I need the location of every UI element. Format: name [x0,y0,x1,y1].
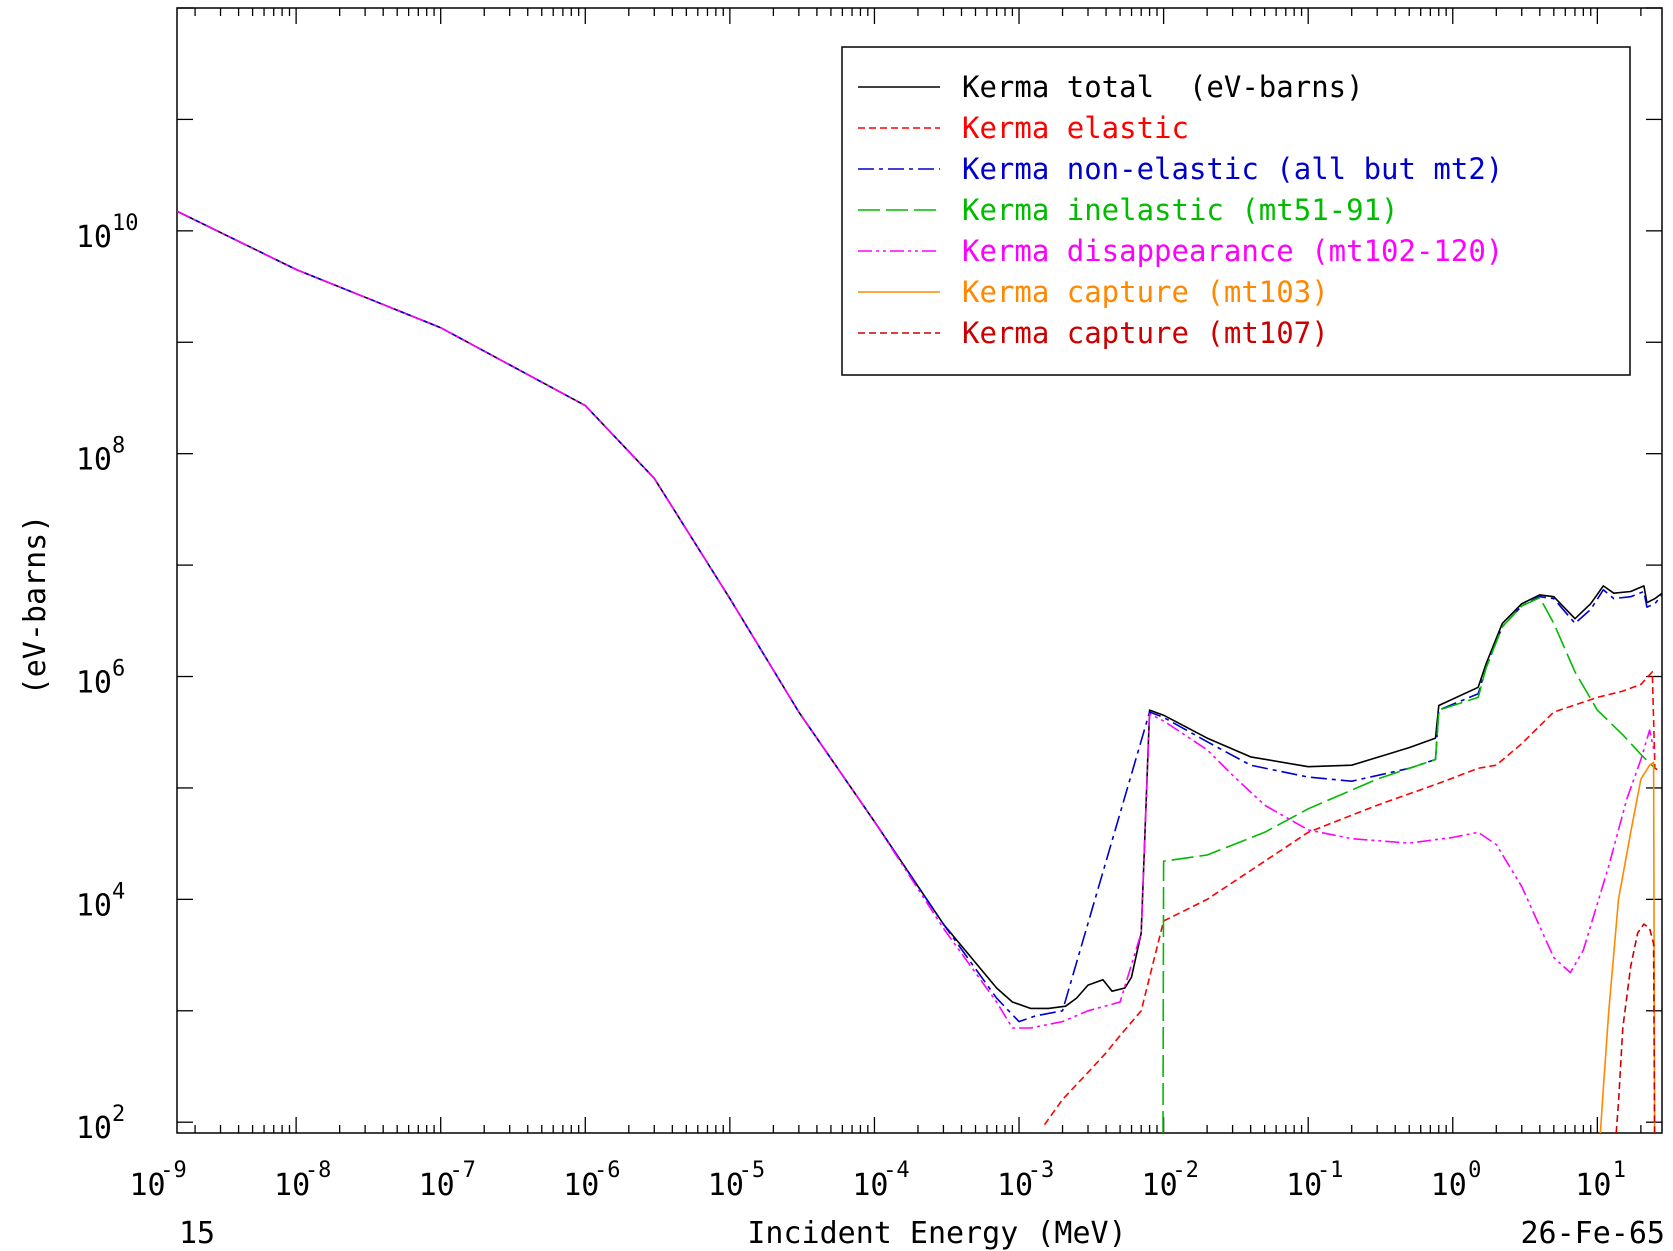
x-tick-label-exponent: -2 [1172,1158,1199,1183]
x-tick-label: 10 [274,1168,310,1203]
series-line-3 [177,210,1662,1023]
x-tick-label: 10 [1286,1168,1322,1203]
y-tick-label-exponent: 2 [112,1102,125,1127]
plot-frame [176,7,1663,1134]
x-tick-label-exponent: -1 [1317,1158,1344,1183]
x-tick-label-exponent: -9 [160,1158,187,1183]
x-tick-label-exponent: 0 [1468,1158,1481,1183]
x-tick-label-exponent: -5 [739,1158,766,1183]
x-tick-label-exponent: -4 [883,1158,910,1183]
x-tick-label: 10 [129,1168,165,1203]
legend-label: Kerma capture (mt103) [962,275,1329,309]
x-tick-label-exponent: -8 [305,1158,332,1183]
x-tick-label: 10 [1142,1168,1178,1203]
series-line-6 [1599,761,1656,1133]
x-tick-label: 10 [1575,1168,1611,1203]
y-tick-label: 10 [76,1111,112,1146]
legend: Kerma total (eV-barns) Kerma elastic Kerma… [841,46,1631,376]
x-tick-label: 10 [852,1168,888,1203]
x-axis-label: Incident Energy (MeV) [747,1216,1126,1251]
x-tick-label: 10 [997,1168,1033,1203]
x-tick-label-exponent: -7 [449,1158,476,1183]
y-tick-label-exponent: 6 [112,657,125,682]
series-line-4 [1162,596,1656,1133]
x-tick-label: 10 [708,1168,744,1203]
series-line-5 [177,210,1656,1029]
y-tick-label: 10 [76,666,112,701]
axis-ticks [177,7,1662,1133]
legend-label: Kerma non-elastic (all but mt2) [962,152,1503,186]
legend-label: Kerma total (eV-barns) [962,70,1364,104]
x-tick-label: 10 [563,1168,599,1203]
series-line-2 [1043,671,1662,1126]
legend-box [841,46,1631,376]
footer-left: 15 [179,1216,215,1251]
y-tick-label-exponent: 4 [112,879,125,904]
footer-right: 26-Fe-65 [1521,1216,1666,1251]
legend-label: Kerma inelastic (mt51-91) [962,193,1399,227]
y-tick-label: 10 [76,888,112,923]
y-tick-label: 10 [76,220,112,255]
x-tick-label: 10 [419,1168,455,1203]
y-tick-label-exponent: 10 [112,211,139,236]
x-tick-label-exponent: -3 [1028,1158,1055,1183]
legend-label: Kerma disappearance (mt102-120) [962,234,1503,268]
tick-labels: 10-9 10-8 10-7 10-6 10-5 10-4 10-3 10-2 10-1 10 0 1… [76,211,1626,1203]
y-tick-label: 10 [76,443,112,478]
legend-label: Kerma elastic [962,111,1189,145]
series-lines [177,210,1662,1133]
legend-label: Kerma capture (mt107) [962,316,1329,350]
x-tick-label-exponent: -6 [594,1158,621,1183]
series-line-7 [1615,923,1656,1133]
y-tick-label-exponent: 8 [112,434,125,459]
y-axis-label: (eV-barns) [18,515,53,696]
x-tick-label-exponent: 1 [1613,1158,1626,1183]
x-tick-label: 10 [1431,1168,1467,1203]
